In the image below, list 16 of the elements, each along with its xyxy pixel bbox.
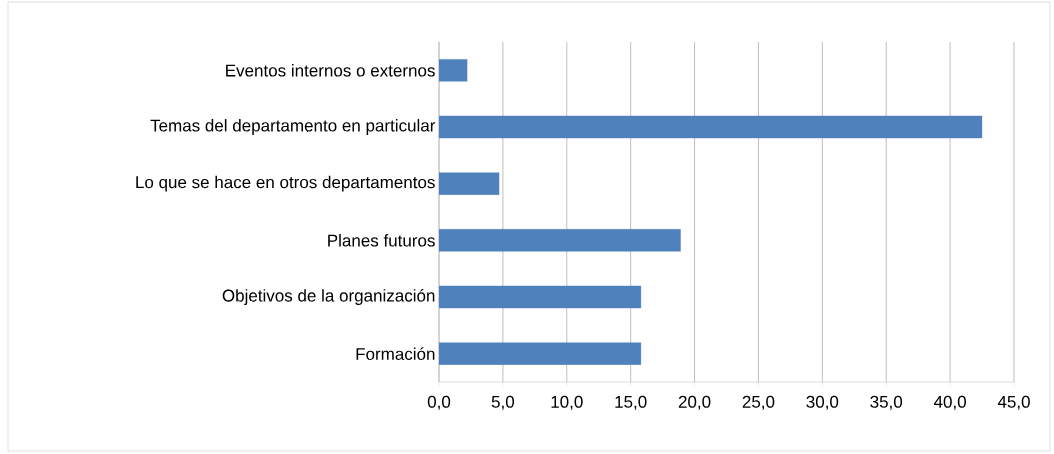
y-tick-label: Temas del departamento en particular bbox=[150, 119, 436, 135]
y-tick-label: Formación bbox=[356, 347, 435, 360]
x-tick-label: 10,0 bbox=[551, 395, 583, 410]
x-tick-label: 20,0 bbox=[678, 395, 711, 410]
x-tick-label: 25,0 bbox=[742, 395, 775, 410]
x-tick-label: 5,0 bbox=[491, 395, 515, 410]
y-tick-label: Eventos internos o externos bbox=[226, 64, 435, 77]
x-tick-label: 35,0 bbox=[870, 395, 903, 410]
x-tick-label: 45,0 bbox=[997, 395, 1030, 410]
x-tick-label: 15,0 bbox=[615, 395, 647, 410]
y-tick-label: Planes futuros bbox=[328, 234, 435, 247]
y-tick-label: Objetivos de la organización bbox=[222, 288, 435, 306]
y-tick-label: Lo que se hace en otros departamentos bbox=[136, 175, 435, 192]
x-tick-label: 40,0 bbox=[933, 395, 966, 410]
x-tick-label: 30,0 bbox=[806, 395, 839, 410]
x-tick-label: 0,0 bbox=[427, 395, 451, 410]
